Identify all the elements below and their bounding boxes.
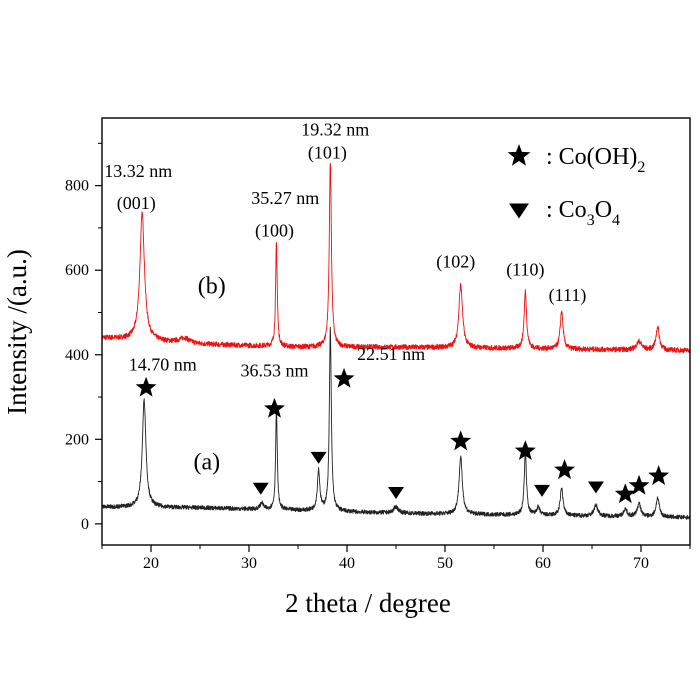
peak-annotation: 13.32 nm — [104, 161, 172, 181]
star-marker — [450, 430, 472, 451]
peak-annotation: 36.53 nm — [240, 361, 308, 381]
x-tick-label: 60 — [535, 555, 551, 572]
peak-annotation: (100) — [255, 220, 294, 241]
star-marker — [514, 440, 536, 461]
series-layer — [101, 162, 691, 520]
x-tick-label: 70 — [633, 555, 649, 572]
annotation-layer: (b) (a) 13.32 nm (001) 35.27 nm (100) 19.32 nm… — [104, 119, 586, 475]
peak-annotation: 19.32 nm — [301, 119, 369, 139]
peak-annotation: (101) — [308, 143, 347, 164]
triangle-marker — [534, 484, 551, 497]
curve-label: (a) — [194, 450, 221, 476]
legend-star-icon — [507, 144, 531, 166]
series-line — [101, 326, 691, 520]
x-tick-label: 20 — [143, 555, 159, 572]
x-axis-title: 2 theta / degree — [285, 588, 451, 618]
star-marker — [135, 376, 157, 397]
marker-layer — [135, 367, 670, 504]
peak-annotation: 35.27 nm — [251, 188, 319, 208]
curve-label: (b) — [198, 273, 226, 299]
triangle-marker — [388, 486, 404, 499]
star-marker — [264, 397, 285, 418]
peak-annotation: (111) — [549, 285, 587, 306]
axis-layer: 20 30 40 50 60 70 0 200 400 600 800 — [65, 117, 691, 572]
y-tick-label: 600 — [65, 262, 89, 279]
star-marker — [554, 459, 576, 480]
peak-annotation: 14.70 nm — [129, 354, 197, 374]
y-tick-label: 0 — [81, 516, 89, 533]
x-tick-label: 50 — [437, 555, 453, 572]
triangle-marker — [587, 481, 604, 494]
legend-triangle-icon — [509, 203, 529, 219]
legend-label-co3o4: : Co3O4 — [546, 197, 620, 229]
star-marker — [333, 367, 355, 388]
star-marker — [614, 483, 636, 504]
triangle-marker — [310, 451, 327, 464]
peak-annotation: 22.51 nm — [357, 344, 425, 364]
star-marker — [628, 474, 650, 495]
series-line — [101, 162, 691, 354]
y-tick-label: 200 — [65, 431, 89, 448]
y-tick-label: 800 — [65, 178, 89, 195]
peak-annotation: (102) — [436, 252, 475, 273]
peak-annotation: (001) — [117, 193, 156, 214]
y-axis-title: Intensity /(a.u.) — [2, 249, 32, 415]
x-tick-label: 30 — [241, 555, 257, 572]
legend-label-co-oh2: : Co(OH)2 — [546, 144, 645, 176]
y-tick-label: 400 — [65, 347, 89, 364]
legend: : Co(OH)2 : Co3O4 — [507, 144, 645, 229]
star-marker — [648, 465, 670, 485]
plot-frame — [101, 117, 691, 546]
peak-annotation: (110) — [506, 259, 544, 280]
triangle-marker — [252, 482, 269, 495]
x-tick-label: 40 — [339, 555, 355, 572]
